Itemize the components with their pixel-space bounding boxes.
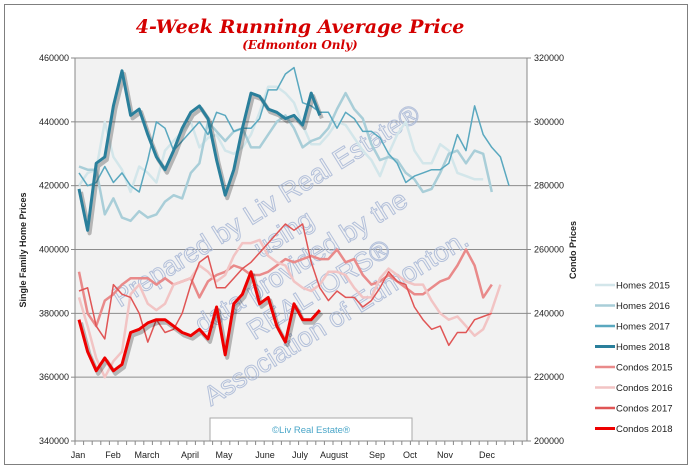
legend-label: Homes 2015 — [616, 281, 670, 292]
chart-title: 4-Week Running Average Price — [136, 16, 465, 38]
y2-tick-label: 320000 — [534, 53, 564, 63]
y-tick-label: 380000 — [39, 308, 69, 318]
y2-tick-label: 240000 — [534, 308, 564, 318]
x-tick-label: Sep — [369, 450, 385, 460]
y2-tick-label: 260000 — [534, 245, 564, 255]
y-tick-label: 360000 — [39, 372, 69, 382]
y-tick-label: 460000 — [39, 53, 69, 63]
series-condos-2017-line — [78, 223, 493, 347]
copyright-text: ©Liv Real Estate® — [272, 425, 350, 436]
chart-frame — [4, 4, 688, 465]
chart-subtitle: (Edmonton Only) — [242, 38, 357, 52]
y2-tick-label: 220000 — [534, 372, 564, 382]
series-homes-2015-line — [77, 85, 484, 194]
legend-label: Condos 2017 — [616, 404, 673, 415]
legend-label: Homes 2017 — [616, 322, 670, 333]
x-tick-label: Feb — [105, 450, 121, 460]
y-tick-label: 440000 — [39, 117, 69, 127]
legend-label: Condos 2016 — [616, 383, 673, 394]
legend-label: Homes 2018 — [616, 342, 670, 353]
series-condos-2018-line — [77, 270, 321, 373]
y2-tick-label: 200000 — [534, 436, 564, 446]
x-tick-label: July — [292, 450, 309, 460]
y-tick-label: 420000 — [39, 181, 69, 191]
y2-axis-label: Condo Prices — [568, 221, 578, 279]
series-condos-2015-line — [77, 248, 493, 328]
y-tick-label: 340000 — [39, 436, 69, 446]
x-tick-label: June — [255, 450, 275, 460]
x-tick-label: Dec — [479, 450, 496, 460]
x-tick-label: April — [181, 450, 199, 460]
series-homes-2017-line — [78, 66, 510, 193]
series-homes-2016-line — [78, 91, 494, 223]
legend-label: Homes 2016 — [616, 301, 670, 312]
x-tick-label: August — [320, 450, 349, 460]
x-tick-label: Nov — [437, 450, 454, 460]
series-homes-2018-line — [77, 69, 322, 232]
x-tick-label: March — [134, 450, 159, 460]
y2-tick-label: 280000 — [534, 181, 564, 191]
x-tick-label: Oct — [403, 450, 418, 460]
legend-label: Condos 2018 — [616, 424, 673, 435]
y2-tick-label: 300000 — [534, 117, 564, 127]
legend-label: Condos 2015 — [616, 363, 673, 374]
series-condos-2016-line — [77, 238, 502, 379]
x-tick-label: May — [215, 450, 233, 460]
y-axis-label: Single Family Home Prices — [18, 192, 28, 307]
y-tick-label: 400000 — [39, 245, 69, 255]
x-tick-label: Jan — [71, 450, 86, 460]
